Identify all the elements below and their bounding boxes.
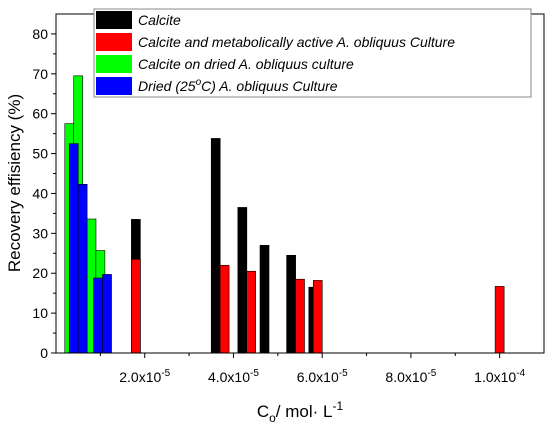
x-tick-label: 2.0x10-5: [119, 368, 170, 385]
bar-calcite-and-metabolically-active-a-obliquus-culture-5: [494, 286, 505, 354]
bar-calcite-and-metabolically-active-a-obliquus-culture-4: [312, 280, 323, 354]
legend-label-dried-before: Dried (25: [138, 78, 196, 94]
legend-box: [93, 8, 532, 98]
x-tick-exponent: -5: [339, 368, 348, 379]
x-axis-title-rest: / mol· L: [276, 402, 333, 421]
y-axis: 0 10 20 30 40 50 60 70 80: [32, 26, 56, 361]
legend-label-calcite: Calcite: [138, 12, 181, 28]
bar-calcite-and-metabolically-active-a-obliquus-culture-2: [246, 270, 256, 354]
x-tick-label: 8.0x10-5: [385, 368, 436, 385]
x-axis-title-sup: -1: [332, 399, 343, 413]
legend-swatch-calcite-active-culture: [96, 33, 132, 51]
bar-calcite-3: [259, 245, 270, 354]
legend-label-dried-sup: o: [196, 77, 202, 88]
legend-label-calcite-dried-culture: Calcite on dried A. obliquus culture: [138, 56, 354, 72]
x-axis-title: Co/ mol· L-1: [257, 399, 344, 424]
bar-calcite-1: [210, 138, 221, 354]
bar-calcite-2: [237, 207, 248, 354]
x-axis-title-main: C: [257, 402, 269, 421]
y-tick-label: 10: [32, 305, 48, 321]
y-tick-label: 70: [32, 66, 48, 82]
x-axis-title-sub: o: [269, 411, 276, 424]
bar-calcite-4: [286, 254, 296, 354]
bar-calcite-and-metabolically-active-a-obliquus-culture-3: [295, 278, 305, 354]
x-tick-exponent: -5: [250, 368, 259, 379]
x-tick-mantissa: 4.0x10: [208, 369, 250, 385]
x-tick-label: 6.0x10-5: [297, 368, 348, 385]
bar-calcite-and-metabolically-active-a-obliquus-culture-0: [131, 258, 141, 354]
x-tick-exponent: -5: [161, 368, 170, 379]
legend-label-calcite-active-culture: Calcite and metabolically active A. obli…: [138, 34, 455, 50]
y-tick-label: 50: [32, 146, 48, 162]
bar-dried-25-c-a-obliquus-culture-2: [93, 277, 103, 354]
x-tick-mantissa: 8.0x10: [385, 369, 427, 385]
y-axis-title: Recovery effisiency (%): [5, 94, 24, 272]
x-tick-mantissa: 2.0x10: [119, 369, 161, 385]
x-axis: 2.0x10-5 4.0x10-5 6.0x10-5 8.0x10-5 1.0x10-4: [99, 353, 526, 385]
y-tick-label: 80: [32, 26, 48, 42]
legend-label-dried-culture: Dried (25oC) A. obliquus Culture: [138, 77, 338, 94]
bar-dried-25-c-a-obliquus-culture-1: [77, 183, 88, 354]
bars-layer: [64, 75, 505, 354]
bar-calcite-and-metabolically-active-a-obliquus-culture-1: [219, 264, 230, 354]
bar-dried-25-c-a-obliquus-culture-0: [68, 143, 79, 354]
y-tick-label: 40: [32, 185, 48, 201]
legend-swatch-calcite: [96, 11, 132, 29]
y-tick-label: 0: [40, 345, 48, 361]
y-tick-label: 20: [32, 265, 48, 281]
y-tick-label: 30: [32, 225, 48, 241]
x-tick-label: 1.0x10-4: [474, 368, 525, 385]
x-tick-mantissa: 1.0x10: [474, 369, 516, 385]
bar-dried-25-c-a-obliquus-culture-3: [102, 274, 112, 354]
x-tick-exponent: -5: [427, 368, 436, 379]
legend-label-dried-after: C) A. obliquus Culture: [201, 78, 338, 94]
x-tick-mantissa: 6.0x10: [297, 369, 339, 385]
legend: Calcite Calcite and metabolically active…: [93, 8, 532, 98]
legend-swatch-dried-culture: [96, 77, 132, 95]
y-tick-label: 60: [32, 106, 48, 122]
legend-swatch-calcite-dried-culture: [96, 55, 132, 73]
x-tick-label: 4.0x10-5: [208, 368, 259, 385]
x-tick-exponent: -4: [516, 368, 525, 379]
